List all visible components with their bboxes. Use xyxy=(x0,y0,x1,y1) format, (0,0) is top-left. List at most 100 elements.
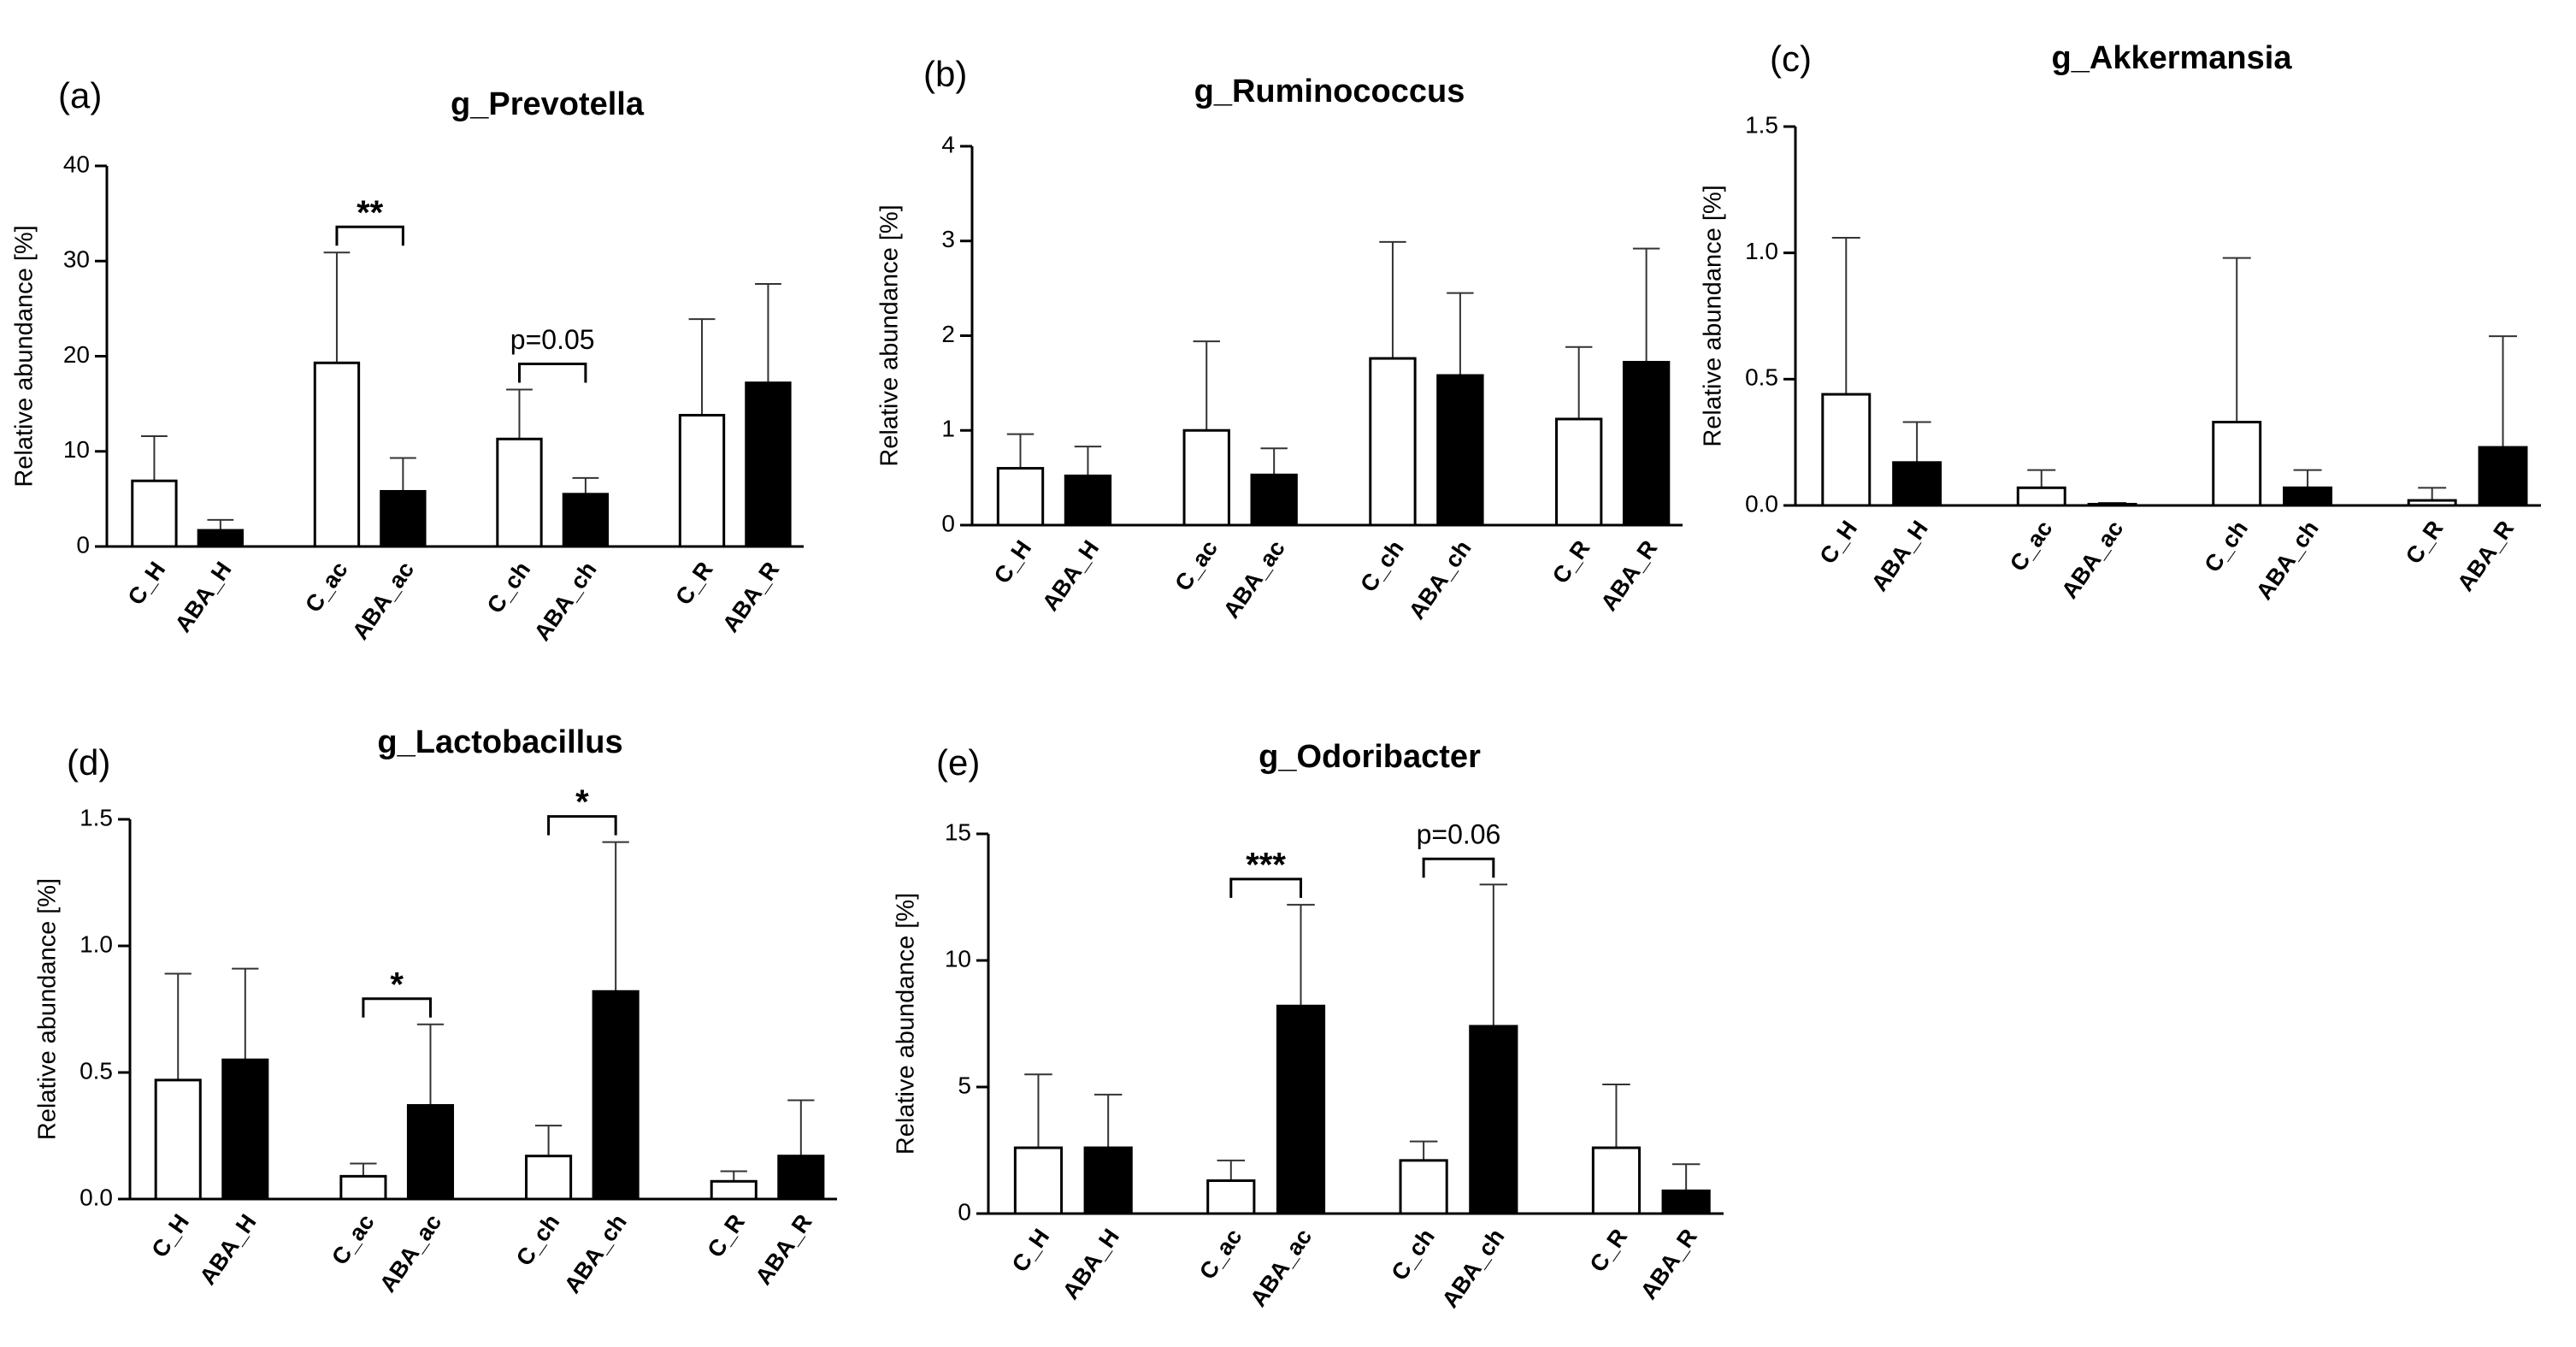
chart-title: g_Prevotella xyxy=(451,86,645,122)
x-tick-label: ABA_ac xyxy=(347,557,419,644)
bar xyxy=(996,467,1045,527)
y-tick-label: 0.0 xyxy=(80,1184,113,1210)
x-tick-label: C_R xyxy=(1547,535,1595,588)
x-tick-label: ABA_H xyxy=(170,557,237,636)
significance-label: *** xyxy=(1246,846,1286,883)
x-tick-label: ABA_H xyxy=(1866,516,1933,595)
bar xyxy=(131,479,178,548)
y-tick-label: 1.0 xyxy=(1745,238,1778,264)
y-tick-label: 1 xyxy=(941,416,955,442)
x-tick-label: C_ac xyxy=(1170,535,1223,595)
x-tick-label: ABA_ch xyxy=(2251,516,2324,604)
x-tick-label: C_ac xyxy=(300,557,353,617)
x-tick-label: ABA_ch xyxy=(559,1209,632,1297)
y-tick-label: 30 xyxy=(63,246,90,273)
bar xyxy=(1083,1146,1133,1215)
chart-title: g_Akkermansia xyxy=(2052,40,2293,76)
x-tick-label: C_H xyxy=(146,1209,194,1261)
y-tick-label: 1.5 xyxy=(80,804,113,830)
y-tick-label: 1.5 xyxy=(1745,111,1778,138)
bar xyxy=(1892,461,1942,507)
x-tick-label: C_H xyxy=(123,557,171,609)
bar xyxy=(592,990,640,1201)
y-tick-label: 3 xyxy=(941,226,955,252)
x-tick-label: ABA_ac xyxy=(374,1209,446,1297)
x-tick-label: C_ch xyxy=(482,557,535,617)
y-tick-label: 10 xyxy=(945,945,971,972)
bar xyxy=(1469,1025,1518,1215)
y-tick-label: 1.0 xyxy=(80,930,113,957)
y-tick-label: 0.5 xyxy=(80,1057,113,1084)
significance-bracket xyxy=(1422,857,1495,878)
x-tick-label: C_H xyxy=(989,535,1037,588)
bar xyxy=(380,489,427,548)
bar xyxy=(1591,1146,1642,1215)
x-tick-label: ABA_H xyxy=(1058,1224,1124,1303)
y-tick-label: 0 xyxy=(941,510,955,536)
y-tick-label: 2 xyxy=(941,321,955,347)
x-tick-label: ABA_ac xyxy=(1245,1224,1317,1311)
x-tick-label: C_R xyxy=(1585,1224,1633,1276)
x-tick-label: C_R xyxy=(2401,516,2449,568)
x-tick-label: C_R xyxy=(702,1209,750,1261)
x-tick-label: C_ch xyxy=(2200,516,2253,576)
significance-bracket xyxy=(547,815,617,836)
bar xyxy=(525,1155,573,1201)
y-axis-label: Relative abundance [%] xyxy=(34,878,62,1140)
significance-label: * xyxy=(575,783,589,821)
x-tick-label: C_H xyxy=(1814,516,1862,568)
significance-bracket xyxy=(362,997,432,1018)
x-tick-label: ABA_ch xyxy=(529,557,602,645)
x-tick-label: ABA_ac xyxy=(2056,516,2128,603)
x-tick-label: ABA_H xyxy=(195,1209,262,1289)
x-tick-label: C_R xyxy=(670,557,718,609)
bar xyxy=(1064,474,1112,527)
bar xyxy=(197,529,245,548)
bar xyxy=(1622,361,1671,527)
x-tick-label: C_ch xyxy=(511,1209,564,1270)
bar xyxy=(1554,417,1603,527)
bar xyxy=(154,1078,202,1201)
chart-title: g_Ruminococcus xyxy=(1194,74,1465,109)
x-tick-label: ABA_ch xyxy=(1437,1224,1510,1312)
panel-label: (a) xyxy=(58,75,102,115)
y-axis-label: Relative abundance [%] xyxy=(1700,185,1727,446)
panel-label: (b) xyxy=(923,54,967,94)
bar xyxy=(496,437,543,548)
y-tick-label: 10 xyxy=(63,436,90,463)
panel-label: (e) xyxy=(936,742,980,783)
y-tick-label: 0 xyxy=(958,1198,971,1225)
y-tick-label: 0.5 xyxy=(1745,364,1778,391)
x-tick-label: C_ch xyxy=(1386,1224,1439,1285)
x-tick-label: ABA_ch xyxy=(1404,535,1477,623)
bar xyxy=(406,1103,455,1201)
bar xyxy=(339,1174,387,1201)
bar xyxy=(710,1179,757,1201)
significance-bracket xyxy=(517,362,587,383)
y-axis-label: Relative abundance [%] xyxy=(11,225,38,487)
x-tick-label: C_ch xyxy=(1355,535,1408,596)
x-tick-label: ABA_R xyxy=(717,557,784,636)
significance-label: ** xyxy=(357,194,384,232)
y-axis-label: Relative abundance [%] xyxy=(893,893,920,1155)
x-tick-label: ABA_ac xyxy=(1218,535,1290,623)
bar xyxy=(1399,1159,1448,1215)
chart-title: g_Lactobacillus xyxy=(377,724,622,760)
y-tick-label: 15 xyxy=(945,818,971,845)
y-axis-label: Relative abundance [%] xyxy=(876,204,904,466)
significance-label: p=0.06 xyxy=(1417,819,1501,850)
bar xyxy=(221,1058,269,1201)
significance-bracket xyxy=(1229,877,1302,898)
bar xyxy=(678,413,726,548)
significance-label: p=0.05 xyxy=(510,324,595,355)
bar xyxy=(1369,357,1417,527)
bar xyxy=(777,1155,825,1201)
significance-bracket xyxy=(335,225,404,246)
bar xyxy=(1013,1146,1064,1215)
y-tick-label: 4 xyxy=(941,131,955,157)
x-tick-label: ABA_R xyxy=(1595,535,1662,615)
x-tick-label: ABA_R xyxy=(2452,516,2519,595)
bar xyxy=(2016,486,2066,507)
bar xyxy=(562,493,610,548)
